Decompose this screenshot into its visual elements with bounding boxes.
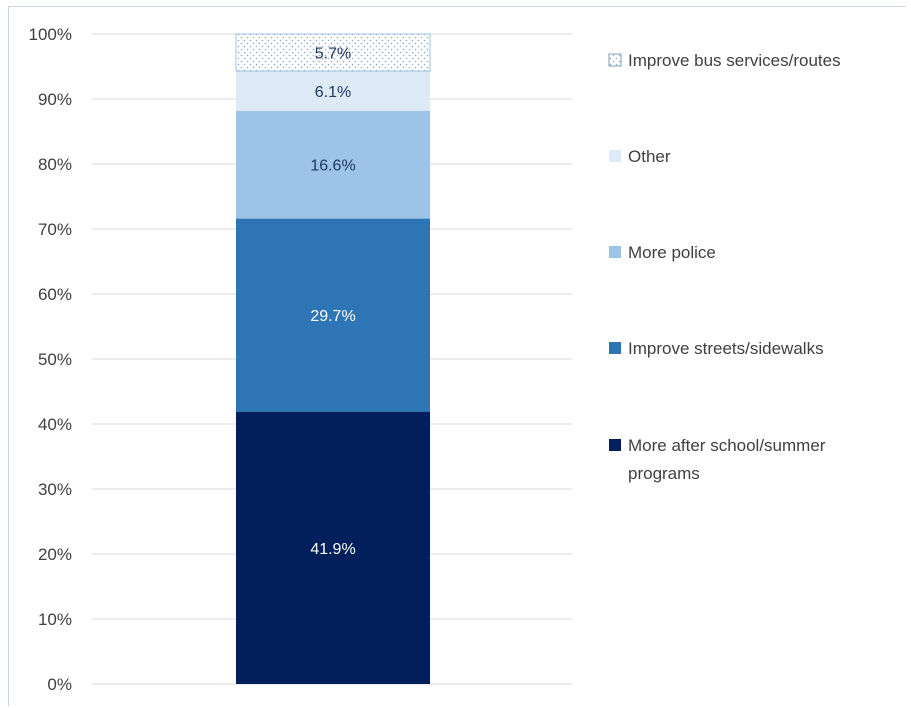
legend-label: More after school/summer programs <box>628 436 826 483</box>
data-label: 16.6% <box>310 158 355 175</box>
bar-segment-more-after-school-summer-programs <box>236 411 430 684</box>
data-label: 41.9% <box>310 541 355 558</box>
chart-frame <box>8 6 906 706</box>
legend-entry: More after school/summer programs <box>609 436 826 483</box>
y-tick-label: 70% <box>38 220 72 239</box>
legend-swatch <box>609 150 621 162</box>
y-tick-label: 90% <box>38 90 72 109</box>
legend-label: Other <box>628 147 671 166</box>
legend-label: More police <box>628 243 716 262</box>
y-tick-label: 30% <box>38 480 72 499</box>
data-label: 5.7% <box>315 46 351 63</box>
legend-entry: Improve streets/sidewalks <box>609 339 824 358</box>
legend-entry: Other <box>609 147 671 166</box>
legend-swatch <box>608 53 622 67</box>
y-tick-label: 50% <box>38 350 72 369</box>
data-labels: 41.9% 29.7% 16.6% 6.1% 5.7% <box>310 46 355 558</box>
legend-label: Improve bus services/routes <box>628 51 841 70</box>
bar-segments <box>235 33 431 684</box>
y-tick-label: 100% <box>29 25 72 44</box>
y-tick-label: 40% <box>38 415 72 434</box>
legend-swatch <box>609 246 621 258</box>
legend-entry: More police <box>609 243 716 262</box>
legend-entry: Improve bus services/routes <box>608 51 841 70</box>
y-tick-label: 0% <box>47 675 72 694</box>
y-axis-tick-labels: 0% 10% 20% 30% 40% 50% 60% 70% 80% 90% 100% <box>29 25 72 694</box>
y-tick-label: 20% <box>38 545 72 564</box>
bar-segment-improve-streets-sidewalks <box>236 218 430 412</box>
legend-swatch <box>609 439 621 451</box>
data-label: 29.7% <box>310 308 355 325</box>
legend-swatch <box>609 342 621 354</box>
legend-label: Improve streets/sidewalks <box>628 339 824 358</box>
bar-segment-improve-bus-services-routes <box>235 33 431 72</box>
bar-segment-other <box>236 71 430 111</box>
legend: Improve bus services/routes Other More pol… <box>608 51 841 483</box>
y-tick-label: 10% <box>38 610 72 629</box>
data-label: 6.1% <box>315 84 351 101</box>
y-tick-label: 60% <box>38 285 72 304</box>
bar-segment-more-police <box>236 110 430 219</box>
y-tick-label: 80% <box>38 155 72 174</box>
